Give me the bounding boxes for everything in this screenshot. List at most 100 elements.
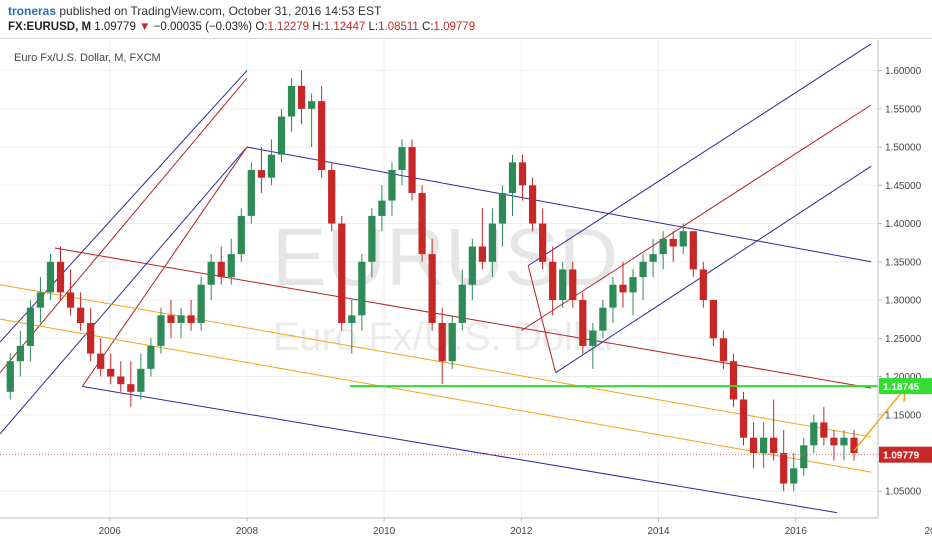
last-price-tag-label: 1.09779 xyxy=(883,451,920,462)
time-tick-label: 2012 xyxy=(510,526,533,537)
overlay-lines xyxy=(0,385,906,456)
pitchfork-upper-line-2 xyxy=(246,146,872,263)
candle-body xyxy=(107,368,115,377)
price-change: −0.00035 (−0.03%) xyxy=(153,21,253,33)
level-price-tag-label: 1.18745 xyxy=(883,382,920,393)
candle-body xyxy=(709,300,717,339)
candle-body xyxy=(26,307,34,346)
chart-header: troneras published on TradingView.com, O… xyxy=(0,0,932,40)
rising-handle-line xyxy=(81,146,248,387)
price-axis[interactable]: 1.60000 1.55000 1.50000 1.45000 1.40000 1.350… xyxy=(878,66,922,498)
price-tick-label: 1.20000 xyxy=(885,372,922,383)
pitchfork-2012-handle xyxy=(527,265,557,373)
author-link[interactable]: troneras xyxy=(8,4,57,18)
price-tick-label: 1.30000 xyxy=(885,296,922,307)
quote-line: FX:EURUSD, M 1.09779 ▼ −0.00035 (−0.03%)… xyxy=(8,21,475,33)
candle-body xyxy=(780,452,788,484)
candle-body xyxy=(840,437,848,446)
candle-body xyxy=(850,437,858,453)
candle-body xyxy=(207,261,215,285)
candle-body xyxy=(719,338,728,362)
candle-body xyxy=(247,170,255,216)
candle-body xyxy=(46,261,55,293)
price-tick-label: 1.55000 xyxy=(885,104,922,115)
candle-body xyxy=(227,254,235,278)
pitchfork-2012-upper xyxy=(527,43,872,267)
time-tick-label: 201 xyxy=(925,526,932,537)
time-tick-label: 2006 xyxy=(99,526,122,537)
candle-body xyxy=(830,437,838,446)
open-label: O: xyxy=(255,21,268,33)
candle-body xyxy=(539,223,547,262)
candle-body xyxy=(217,261,225,278)
candle-body xyxy=(348,315,356,323)
candle-body xyxy=(659,238,667,255)
candle-body xyxy=(749,437,758,453)
candle-body xyxy=(639,261,647,278)
price-tick-label: 1.35000 xyxy=(885,257,922,268)
candle-body xyxy=(428,254,436,323)
close-value: 1.09779 xyxy=(433,21,476,33)
candle-body xyxy=(790,468,798,484)
candle-body xyxy=(66,292,75,308)
candle-body xyxy=(378,200,386,216)
rising-median-line xyxy=(0,77,248,374)
candle-body xyxy=(458,284,466,323)
time-axis[interactable]: 2006 2008 2010 2012 2014 2016 201 xyxy=(99,518,932,537)
candle-body xyxy=(287,85,296,117)
candle-body xyxy=(277,116,286,155)
price-tick-label: 1.50000 xyxy=(885,143,922,154)
candle-body xyxy=(137,368,145,392)
price-tick-label: 1.25000 xyxy=(885,334,922,345)
trend-drawings xyxy=(0,43,872,514)
price-tags: 1.18745 1.09779 xyxy=(879,378,932,463)
candle-body xyxy=(599,307,607,331)
candles xyxy=(6,70,858,492)
candle-body xyxy=(810,422,818,446)
down-arrow-icon: ▼ xyxy=(139,21,151,33)
time-tick-label: 2008 xyxy=(236,526,259,537)
time-tick-label: 2014 xyxy=(647,526,670,537)
candle-body xyxy=(468,246,476,285)
high-label: H: xyxy=(312,21,324,33)
candle-body xyxy=(739,399,748,438)
candle-body xyxy=(609,284,617,308)
candle-body xyxy=(438,322,446,362)
candle-body xyxy=(358,261,366,316)
close-label: C: xyxy=(422,21,434,33)
candle-body xyxy=(478,246,486,262)
price-tick-label: 1.05000 xyxy=(885,487,922,498)
price-tick-label: 1.40000 xyxy=(885,219,922,230)
candle-body xyxy=(157,315,165,346)
candle-body xyxy=(770,437,778,453)
publish-line: troneras published on TradingView.com, O… xyxy=(8,4,381,18)
candle-body xyxy=(619,284,627,293)
candle-body xyxy=(338,223,346,323)
last-price-tag xyxy=(879,446,932,463)
price-tick-label: 1.45000 xyxy=(885,181,922,192)
chart-title: Euro Fx/U.S. Dollar, M, FXCM xyxy=(14,52,161,64)
candle-body xyxy=(498,192,507,224)
pitchfork-2012-lower xyxy=(555,165,872,374)
candle-body xyxy=(318,101,326,171)
candle-body xyxy=(699,269,707,301)
price-tick-label: 1.15000 xyxy=(885,410,922,421)
price-chart[interactable]: EURUSD Euro Fx/U.S. Dollar 1.600001.5500… xyxy=(0,40,932,550)
candle-body xyxy=(579,300,587,346)
candle-body xyxy=(76,307,85,323)
candle-body xyxy=(328,170,336,224)
time-tick-label: 2016 xyxy=(785,526,808,537)
candle-body xyxy=(257,170,266,178)
candle-body xyxy=(167,315,175,323)
candle-body xyxy=(669,238,677,247)
candle-body xyxy=(679,231,687,247)
candle-body xyxy=(197,284,205,323)
candle-body xyxy=(729,361,738,400)
candle-body xyxy=(297,85,306,109)
low-label: L: xyxy=(368,21,379,33)
low-value: 1.08511 xyxy=(378,21,419,33)
header-divider xyxy=(0,38,932,39)
candle-body xyxy=(820,422,828,438)
open-value: 1.12279 xyxy=(267,21,310,33)
publish-info: published on TradingView.com, October 31… xyxy=(56,4,382,18)
